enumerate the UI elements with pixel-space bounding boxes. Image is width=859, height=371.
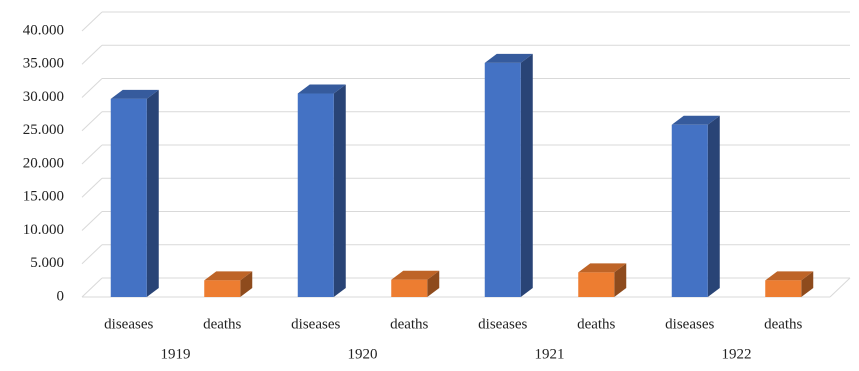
bar-top [110,89,159,99]
bar [391,279,428,297]
grid-line-depth [81,78,103,98]
bar-top [484,53,533,63]
bar-side [520,53,533,297]
x-tick-label: 1919 [161,346,191,362]
grid-line-depth [81,11,103,32]
grid-line-depth [81,277,103,298]
y-tick-label: 30.000 [23,89,64,105]
y-tick-label: 20.000 [23,155,64,171]
bar-side [801,271,814,297]
x-sub-label: deaths [390,316,428,332]
y-tick-label: 5.000 [30,255,64,271]
y-tick-label: 25.000 [23,122,64,138]
x-sub-label: deaths [577,316,615,332]
grid-line-depth [81,111,103,132]
bar-top [297,84,346,94]
bar [484,62,521,297]
y-tick-label: 35.000 [23,56,64,72]
x-sub-label: diseases [665,316,714,332]
bar [110,98,147,297]
bar-top [204,271,253,281]
bar-side [146,89,159,297]
bar [204,280,241,297]
bar-side [333,84,346,297]
grid-line-depth [81,211,103,231]
x-tick-label: 1922 [722,346,752,362]
x-sub-label: diseases [478,316,527,332]
bar-side [427,270,440,297]
bar-side [614,263,627,297]
bar-side [707,115,720,297]
y-tick-label: 0 [57,288,65,304]
x-sub-label: deaths [764,316,802,332]
x-tick-label: 1921 [535,346,565,362]
bar-top [765,271,814,281]
bar-top [391,270,440,280]
bar [578,272,615,297]
grid-line-depth [81,144,103,165]
grid-line-depth [81,177,103,198]
bar-top [578,263,627,273]
x-sub-label: diseases [104,316,153,332]
bar-side [240,271,253,297]
x-sub-label: diseases [291,316,340,332]
bar [671,124,708,297]
bar-top [671,115,720,125]
bar [297,93,334,297]
x-sub-label: deaths [203,316,241,332]
grid-line-depth [81,44,103,65]
y-tick-label: 40.000 [23,22,64,38]
x-tick-label: 1920 [348,346,378,362]
bar [765,280,802,297]
grid-line-depth [81,244,103,265]
y-tick-label: 10.000 [23,222,64,238]
floor-edge [829,277,851,298]
y-tick-label: 15.000 [23,189,64,205]
